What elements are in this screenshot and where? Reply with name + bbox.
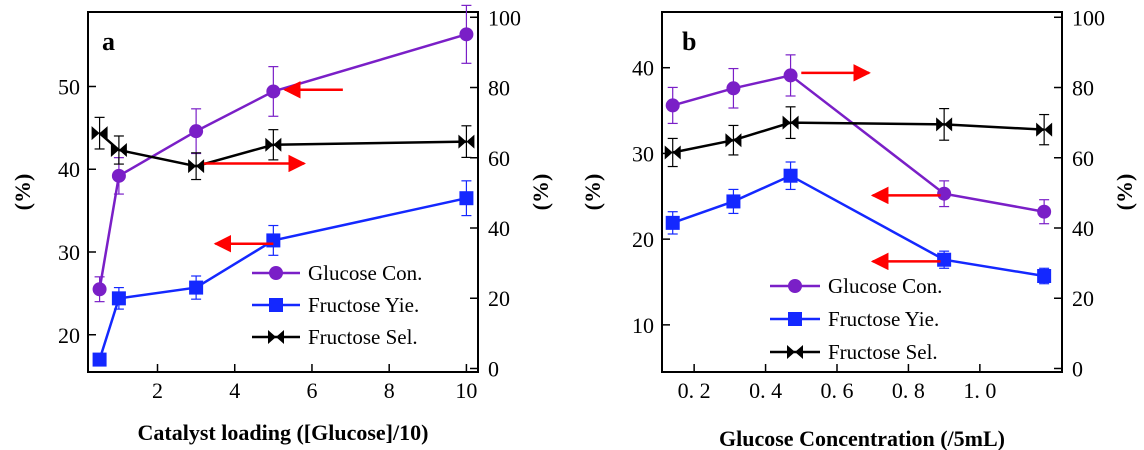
series-line-glucose-con [98, 33, 467, 290]
panel-label-a: a [102, 27, 115, 56]
legend-item-fructose-yie: Fructose Yie. [252, 293, 419, 317]
y-tick-label-left: 40 [58, 157, 80, 182]
legend-label-fructose-sel-b: Fructose Sel. [828, 340, 938, 364]
x-tick-label: 2 [152, 378, 163, 403]
y-tick-label-right: 100 [488, 5, 521, 30]
y-tick-label-right: 80 [1072, 76, 1094, 101]
y-axis-title-left-b: (%) [580, 174, 605, 211]
legend-label-fructose-sel: Fructose Sel. [308, 325, 418, 349]
legend-item-glucose-con-b: Glucose Con. [770, 274, 942, 298]
legend-label-glucose-con-b: Glucose Con. [828, 274, 942, 298]
y-axis-title-left-a: (%) [10, 174, 35, 211]
data-point-fructose-yie [111, 291, 126, 306]
chart-panel-b: 0. 2 0. 4 0. 6 0. 8 1. 0 10 20 30 40 0 20 40 60 80 100… [580, 5, 1137, 450]
data-point-fructose-yie [266, 233, 281, 248]
y-tick-label-left: 40 [632, 56, 654, 81]
legend-label-fructose-yie-b: Fructose Yie. [828, 307, 939, 331]
plot-frame-a [87, 11, 479, 373]
legend-label-glucose-con: Glucose Con. [308, 261, 422, 285]
legend-item-fructose-sel: Fructose Sel. [252, 325, 418, 349]
data-point-fructose-yie [665, 215, 680, 230]
data-point-fructose-yie [189, 280, 204, 295]
data-point-fructose-sel [1036, 122, 1053, 137]
x-tick-label: 6 [306, 378, 317, 403]
chart-panel-a: 2 4 6 8 10 20 30 40 50 0 20 40 60 80 100 a Catalyst lo… [10, 4, 553, 445]
data-point-glucose-con [726, 81, 741, 96]
y-tick-label-right: 0 [1072, 356, 1083, 381]
x-tick-label: 1. 0 [963, 378, 996, 403]
y-tick-label-left: 30 [58, 240, 80, 265]
y-axis-title-right-a: (%) [528, 174, 553, 211]
data-point-glucose-con [92, 282, 107, 297]
data-point-fructose-sel [725, 133, 742, 148]
data-point-fructose-sel [782, 115, 799, 130]
data-point-fructose-sel [91, 126, 108, 141]
legend-label-fructose-yie: Fructose Yie. [308, 293, 419, 317]
plot-frame-b [661, 11, 1063, 373]
data-point-glucose-con [266, 84, 281, 99]
data-point-fructose-yie [783, 168, 798, 183]
data-point-glucose-con [783, 68, 798, 83]
series-line-fructose-sel [98, 132, 467, 168]
legend-item-glucose-con: Glucose Con. [252, 261, 422, 285]
y-tick-label-left: 50 [58, 74, 80, 99]
legend-a: Glucose Con. Fructose Yie. Fructose Sel. [252, 261, 422, 349]
y-tick-label-right: 40 [488, 216, 510, 241]
x-tick-label: 10 [455, 378, 477, 403]
data-point-fructose-sel [458, 134, 475, 149]
y-tick-label-left: 30 [632, 141, 654, 166]
y-tick-label-right: 80 [488, 76, 510, 101]
y-tick-label-right: 20 [488, 286, 510, 311]
data-point-fructose-yie [726, 194, 741, 209]
x-axis-title-a: Catalyst loading ([Glucose]/10) [138, 420, 429, 445]
data-point-fructose-sel [664, 145, 681, 160]
series-line-fructose-yie [672, 174, 1045, 278]
y-tick-label-right: 60 [488, 146, 510, 171]
y-tick-label-left: 10 [632, 313, 654, 338]
y-axis-title-right-b: (%) [1112, 174, 1137, 211]
data-point-glucose-con [189, 124, 204, 139]
x-axis-title-b: Glucose Concentration (/5mL) [719, 426, 1005, 450]
data-point-fructose-sel [188, 159, 205, 174]
data-point-fructose-yie [1037, 269, 1052, 283]
data-point-glucose-con [111, 168, 126, 183]
x-tick-label: 0. 2 [678, 378, 711, 403]
data-point-glucose-con [937, 186, 952, 201]
data-point-fructose-sel [936, 117, 953, 132]
x-tick-label: 0. 8 [892, 378, 925, 403]
data-point-fructose-yie [937, 252, 952, 267]
data-point-fructose-yie [92, 352, 107, 367]
y-tick-label-left: 20 [632, 227, 654, 252]
panel-label-b: b [682, 27, 696, 56]
x-tick-label: 4 [229, 378, 240, 403]
legend-item-fructose-yie-b: Fructose Yie. [770, 307, 939, 331]
data-point-glucose-con [665, 98, 680, 113]
data-point-fructose-yie [459, 191, 474, 206]
marks-a: 2 4 6 8 10 20 30 40 50 0 20 40 60 80 100 [58, 4, 521, 403]
y-tick-label-right: 0 [488, 356, 499, 381]
data-point-glucose-con [1037, 204, 1052, 219]
y-tick-label-right: 20 [1072, 286, 1094, 311]
marks-b: 0. 2 0. 4 0. 6 0. 8 1. 0 10 20 30 40 0 20 40 60 80 100 [632, 5, 1105, 403]
data-point-glucose-con [459, 27, 474, 42]
y-tick-label-right: 40 [1072, 216, 1094, 241]
y-tick-label-right: 60 [1072, 146, 1094, 171]
x-tick-label: 0. 6 [821, 378, 854, 403]
data-point-fructose-sel [265, 137, 282, 152]
x-tick-label: 0. 4 [749, 378, 782, 403]
x-tick-label: 8 [384, 378, 395, 403]
legend-b: Glucose Con. Fructose Yie. Fructose Sel. [770, 274, 942, 364]
y-tick-label-right: 100 [1072, 5, 1105, 30]
legend-item-fructose-sel-b: Fructose Sel. [770, 340, 938, 364]
y-tick-label-left: 20 [58, 323, 80, 348]
data-point-fructose-sel [110, 143, 127, 158]
